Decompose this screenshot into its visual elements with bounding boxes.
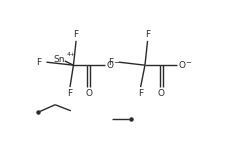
Text: 4+: 4+ xyxy=(67,52,76,57)
Text: O: O xyxy=(179,61,186,70)
Text: −: − xyxy=(186,60,191,66)
Text: F: F xyxy=(36,58,41,67)
Text: O: O xyxy=(85,89,92,98)
Text: F: F xyxy=(68,89,72,98)
Text: Sn: Sn xyxy=(53,55,64,64)
Text: O: O xyxy=(158,89,165,98)
Text: O: O xyxy=(107,61,114,70)
Text: F: F xyxy=(108,58,114,67)
Text: −: − xyxy=(113,60,119,66)
Text: F: F xyxy=(74,30,79,39)
Text: F: F xyxy=(138,89,143,98)
Text: F: F xyxy=(145,30,150,39)
